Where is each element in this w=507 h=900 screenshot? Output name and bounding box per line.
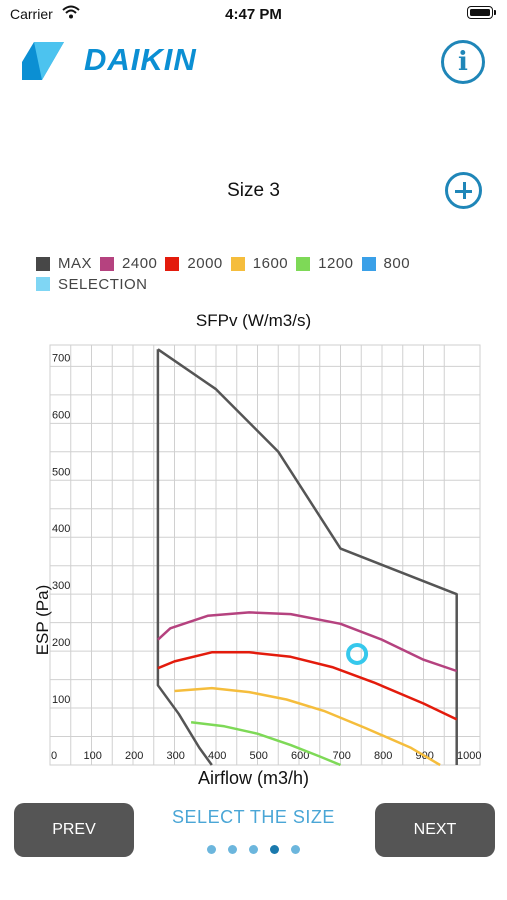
legend-swatch: [36, 277, 50, 291]
wifi-icon: [62, 5, 80, 19]
x-tick-label: 300: [167, 750, 185, 762]
battery-icon: [467, 6, 496, 19]
x-tick-label: 600: [291, 750, 309, 762]
legend-label: 1600: [252, 255, 289, 272]
x-axis-label: Airflow (m3/h): [197, 768, 309, 788]
series-line-1200: [190, 721, 341, 767]
y-tick-label: 400: [52, 523, 70, 535]
prev-button[interactable]: PREV: [14, 803, 134, 857]
legend-item: 1200: [296, 255, 353, 272]
legend-label: 800: [383, 255, 411, 272]
next-button[interactable]: NEXT: [375, 803, 495, 857]
legend-swatch: [230, 256, 245, 271]
info-button[interactable]: i: [441, 40, 485, 84]
brand-name: DAIKIN: [84, 42, 197, 77]
page-dot[interactable]: [228, 845, 237, 854]
x-tick-label: 100: [84, 750, 102, 762]
selection-point: [346, 642, 369, 665]
page-dot[interactable]: [291, 845, 300, 854]
y-tick-label: 300: [52, 580, 70, 592]
legend-item: 2400: [100, 255, 157, 272]
series-line-max: [156, 349, 213, 766]
legend-swatch: [100, 256, 115, 271]
status-bar: Carrier 4:47 PM: [0, 0, 507, 30]
legend-label: SELECTION: [58, 275, 148, 293]
info-icon: i: [458, 47, 468, 77]
legend-swatch: [36, 256, 50, 271]
add-icon[interactable]: [445, 172, 482, 209]
y-tick-label: 700: [52, 352, 70, 364]
legend-item: 800: [361, 255, 411, 272]
series-line-2000: [157, 651, 458, 721]
x-tick-label: 1000: [457, 750, 481, 762]
size-title: Size 3: [227, 180, 280, 201]
x-tick-label: 800: [374, 750, 392, 762]
y-tick-label: 100: [52, 694, 70, 706]
legend-label: MAX: [58, 255, 93, 272]
chart-title: SFPv (W/m3/s): [195, 311, 312, 330]
legend-label: 2000: [187, 255, 223, 272]
x-tick-label: 700: [333, 750, 351, 762]
legend-label: 1200: [318, 255, 354, 272]
legend-label: 2400: [122, 255, 158, 272]
legend-item: SELECTION: [36, 276, 148, 293]
page-indicator: [0, 841, 507, 859]
legend-item: MAX: [36, 255, 92, 272]
select-size-label: SELECT THE SIZE: [172, 807, 335, 827]
y-tick-label: 200: [52, 637, 70, 649]
daikin-logo: DAIKIN: [22, 40, 222, 82]
y-tick-label: 500: [52, 466, 70, 478]
carrier-label: Carrier: [10, 6, 53, 22]
series-line-max: [157, 348, 458, 765]
page-dot[interactable]: [270, 845, 279, 854]
legend-swatch: [165, 256, 180, 271]
x-tick-label: 500: [250, 750, 268, 762]
legend-swatch: [296, 256, 311, 271]
page-dot[interactable]: [249, 845, 258, 854]
x-tick-label: 0: [51, 750, 57, 762]
x-tick-label: 400: [208, 750, 226, 762]
series-line-1600: [174, 686, 441, 767]
chart: 100 200 300 400 500 600 700 0 100 200 300 400 500 600…: [49, 344, 481, 767]
y-tick-label: 600: [52, 409, 70, 421]
legend-item: 1600: [230, 255, 289, 272]
legend-swatch: [361, 256, 376, 271]
daikin-logo-mark: [22, 42, 64, 80]
plot-frame: [49, 344, 481, 766]
x-tick-label: 200: [125, 750, 143, 762]
series-line-2400: [157, 611, 458, 673]
y-axis-label: ESP (Pa): [33, 584, 52, 656]
page-dot[interactable]: [207, 845, 216, 854]
legend-item: 2000: [165, 255, 222, 272]
chart-legend: MAX 2400 2000 1600 1200 800 SELECTION: [36, 255, 496, 296]
clock: 4:47 PM: [225, 6, 282, 23]
